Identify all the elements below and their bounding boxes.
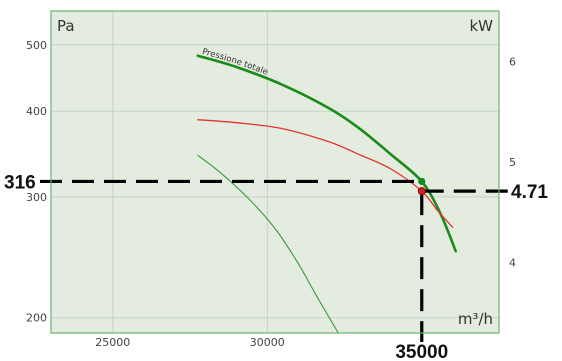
operating-power-label: 4.71 — [511, 182, 548, 203]
y-right-tick-label: 5 — [509, 156, 516, 169]
operating-flow-label: 35000 — [395, 342, 448, 361]
tick-labels: 25000 30000 200 300 400 500 4 5 6 — [26, 39, 516, 349]
y-left-unit: Pa — [57, 17, 75, 35]
y-left-tick-label: 500 — [26, 39, 47, 52]
pressure-operating-point — [418, 177, 426, 186]
y-right-tick-label: 6 — [509, 55, 516, 68]
secondary-pressure-curve — [197, 154, 339, 333]
y-right-unit: kW — [469, 17, 493, 35]
operating-point-guides — [40, 177, 508, 342]
power-curve — [197, 119, 454, 228]
plot-frame — [50, 10, 500, 334]
x-unit: m³/h — [458, 310, 493, 328]
grid-lines — [51, 11, 499, 333]
y-right-tick-label: 4 — [509, 257, 516, 270]
power-operating-point — [417, 187, 426, 196]
x-tick-label: 25000 — [95, 336, 130, 349]
x-tick-label: 30000 — [250, 336, 285, 349]
y-left-tick-label: 400 — [26, 105, 47, 118]
y-left-tick-label: 300 — [26, 191, 47, 204]
operating-pressure-label: 316 — [4, 172, 36, 193]
y-left-tick-label: 200 — [26, 312, 47, 325]
pressure-curve — [196, 54, 457, 253]
plot-area — [51, 11, 499, 333]
